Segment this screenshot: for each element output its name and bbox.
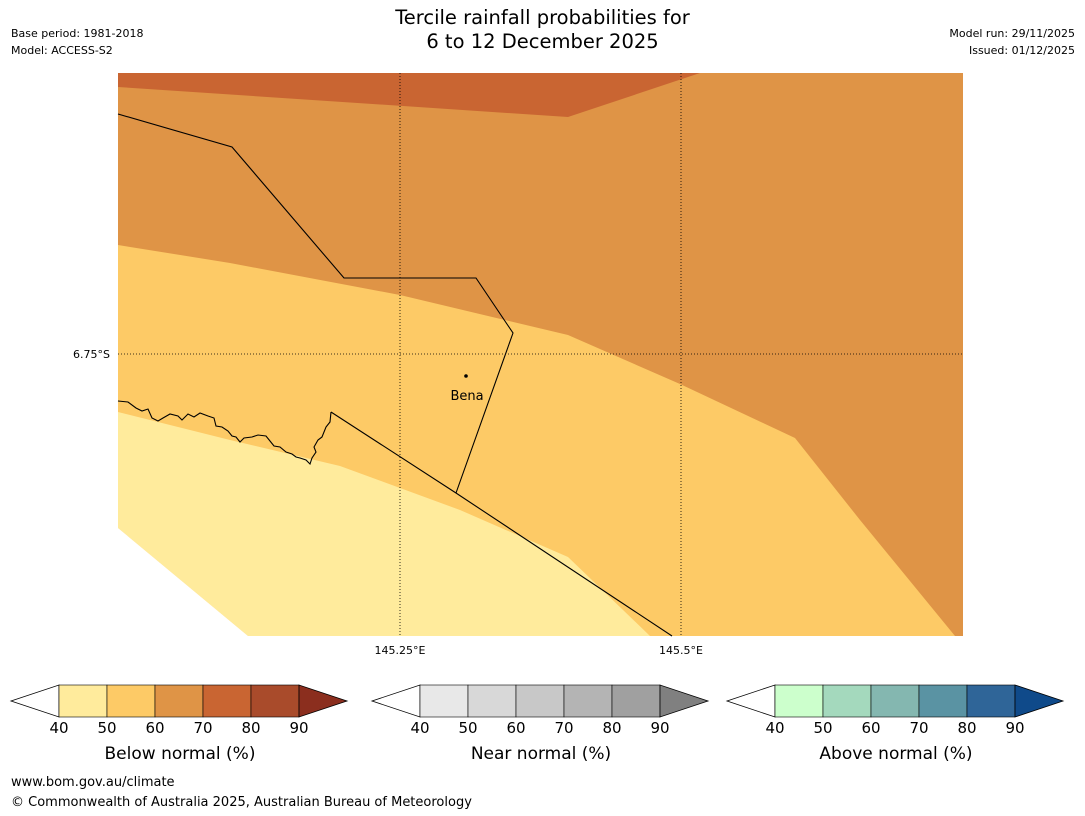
colorbar-extend-high [298,684,349,718]
colorbar-extend-high [1014,684,1065,718]
title-line-2: 6 to 12 December 2025 [426,30,659,53]
colorbar-extend-low [725,684,776,718]
bena-marker [464,374,468,378]
colorbar-below-normal-swatches [9,684,349,718]
colorbar-below-normal: 40 50 60 70 80 90 Below normal (%) [9,684,350,774]
above-tick-40: 40 [765,719,785,737]
map-title: Tercile rainfall probabilities for 6 to … [0,6,1085,54]
website-text: www.bom.gov.au/climate [11,775,175,790]
colorbar-swatch-60-70 [515,684,565,718]
below-tick-80: 80 [241,719,261,737]
colorbar-extend-low [9,684,60,718]
near-tick-60: 60 [506,719,526,737]
run-info: Model run: 29/11/2025 Issued: 01/12/2025 [949,25,1075,59]
near-tick-70: 70 [554,719,574,737]
colorbar-swatch-60-70 [870,684,920,718]
province-boundaries [117,113,673,637]
colorbar-swatch-40-50 [774,684,824,718]
lon-label-145-25: 145.25°E [375,644,426,657]
copyright-text: © Commonwealth of Australia 2025, Austra… [11,795,472,810]
boundary-south [330,411,673,637]
below-normal-title: Below normal (%) [104,744,256,764]
colorbar-swatch-70-80 [202,684,252,718]
colorbar-swatch-50-60 [822,684,872,718]
near-normal-title: Near normal (%) [470,744,612,764]
colorbar-swatch-50-60 [106,684,156,718]
colorbar-near-normal: 40 50 60 70 80 90 Near normal (%) [370,684,711,774]
probability-bands [118,73,963,636]
model-run-text: Model run: 29/11/2025 [949,27,1075,40]
above-tick-70: 70 [909,719,929,737]
colorbar-near-normal-swatches [370,684,710,718]
lat-label-6-75: 6.75°S [73,348,110,361]
graticule [118,73,963,636]
issued-text: Issued: 01/12/2025 [968,44,1075,57]
band-70-80 [118,73,700,117]
model-text: Model: ACCESS-S2 [11,44,113,57]
near-tick-90: 90 [650,719,670,737]
colorbar-swatch-40-50 [58,684,108,718]
colorbar-swatch-40-50 [419,684,469,718]
below-tick-40: 40 [49,719,69,737]
colorbar-swatch-60-70 [154,684,204,718]
band-below-50 [118,412,650,636]
colorbar-above-normal: 40 50 60 70 80 90 Above normal (%) [725,684,1066,774]
probability-map: Bena 6.75°S 145.25°E 145.5°E [73,73,963,657]
below-tick-70: 70 [193,719,213,737]
colorbar-swatch-80-90 [250,684,300,718]
bena-label: Bena [450,389,483,404]
below-tick-90: 90 [289,719,309,737]
above-tick-60: 60 [861,719,881,737]
colorbar-extend-high [659,684,710,718]
colorbar-swatch-80-90 [966,684,1016,718]
colorbar-swatch-80-90 [611,684,661,718]
colorbar-above-normal-swatches [725,684,1065,718]
title-line-1: Tercile rainfall probabilities for [395,6,690,29]
below-tick-50: 50 [97,719,117,737]
no-data-corner [118,528,248,636]
model-info: Base period: 1981-2018 Model: ACCESS-S2 [11,25,143,59]
boundary-north [117,113,514,494]
near-tick-80: 80 [602,719,622,737]
colorbar-swatch-70-80 [918,684,968,718]
base-period-text: Base period: 1981-2018 [11,27,144,40]
colorbar-swatch-70-80 [563,684,613,718]
near-tick-50: 50 [458,719,478,737]
colorbar-swatch-50-60 [467,684,517,718]
above-tick-50: 50 [813,719,833,737]
lon-label-145-5: 145.5°E [659,644,703,657]
colorbar-extend-low [370,684,421,718]
boundary-river [117,400,332,466]
above-tick-90: 90 [1005,719,1025,737]
near-tick-40: 40 [410,719,430,737]
above-normal-title: Above normal (%) [819,744,973,764]
above-tick-80: 80 [957,719,977,737]
below-tick-60: 60 [145,719,165,737]
